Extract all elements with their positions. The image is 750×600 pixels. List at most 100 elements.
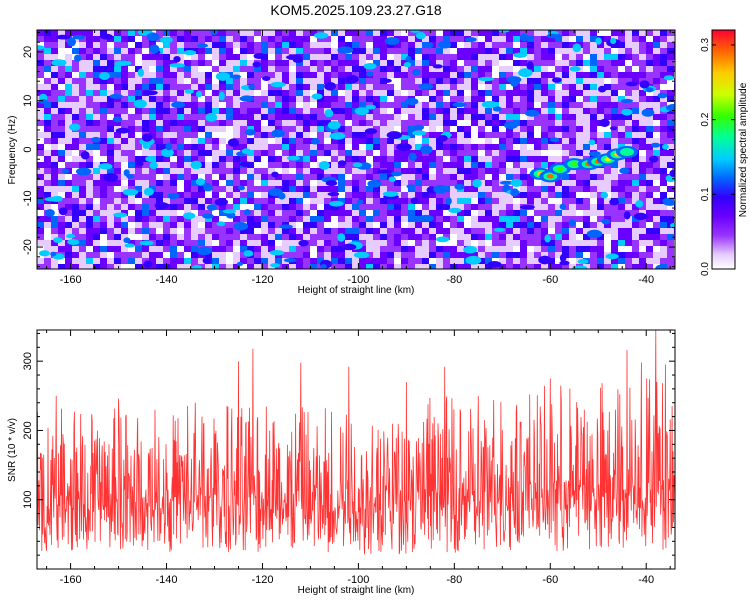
heatmap-cell (226, 252, 234, 259)
heatmap-cell (72, 138, 80, 145)
heatmap-cell (135, 234, 143, 241)
heatmap-speckle (141, 133, 153, 142)
colorbar-tick-label: 0.1 (700, 187, 711, 201)
heatmap-cell (135, 132, 143, 139)
heatmap-speckle (143, 187, 154, 196)
heatmap-cell (303, 126, 311, 133)
heatmap-speckle (226, 211, 236, 219)
heatmap-cell (72, 120, 80, 127)
heatmap-cell (289, 252, 297, 259)
heatmap-cell (191, 174, 199, 181)
heatmap-cell (177, 60, 185, 67)
heatmap-cell (198, 210, 206, 217)
heatmap-cell (226, 192, 234, 199)
heatmap-cell (247, 138, 255, 145)
heatmap-cell (534, 60, 542, 67)
heatmap-cell (653, 126, 661, 133)
heatmap-cell (401, 108, 409, 115)
heatmap-cell (296, 144, 304, 151)
heatmap-cell (373, 258, 381, 265)
heatmap-cell (569, 240, 577, 247)
heatmap-cell (303, 84, 311, 91)
heatmap-cell (492, 30, 500, 37)
heatmap-speckle (559, 253, 567, 263)
heatmap-cell (506, 216, 514, 223)
heatmap-cell (548, 204, 556, 211)
heatmap-cell (632, 198, 640, 205)
heatmap-cell (450, 150, 458, 157)
heatmap-cell (597, 126, 605, 133)
heatmap-cell (520, 42, 528, 49)
heatmap-cell (394, 240, 402, 247)
heatmap-cell (485, 150, 493, 157)
heatmap-cell (415, 168, 423, 175)
heatmap-cell (373, 126, 381, 133)
heatmap-cell (576, 150, 584, 157)
heatmap-cell (37, 54, 45, 61)
heatmap-cell (100, 138, 108, 145)
heatmap-cell (177, 222, 185, 229)
heatmap-cell (562, 114, 570, 121)
heatmap-cell (639, 132, 647, 139)
heatmap-cell (520, 48, 528, 55)
heatmap-cell (219, 162, 227, 169)
heatmap-cell (254, 246, 262, 253)
heatmap-cell (499, 162, 507, 169)
heatmap-cell (289, 144, 297, 151)
heatmap-cell (380, 48, 388, 55)
heatmap-cell (128, 246, 136, 253)
heatmap-cell (121, 144, 129, 151)
heatmap-cell (373, 240, 381, 247)
heatmap-cell (611, 84, 619, 91)
heatmap-cell (583, 150, 591, 157)
heatmap-speckle (609, 198, 620, 206)
heatmap-cell (387, 150, 395, 157)
heatmap-cell (156, 72, 164, 79)
heatmap-cell (149, 132, 157, 139)
heatmap-cell (247, 228, 255, 235)
x-tick-label: -140 (156, 574, 178, 586)
heatmap-cell (583, 108, 591, 115)
heatmap-cell (149, 84, 157, 91)
heatmap-cell (590, 144, 598, 151)
heatmap-cell (275, 204, 283, 211)
heatmap-speckle (663, 75, 675, 81)
heatmap-cell (44, 264, 52, 269)
heatmap-cell (107, 252, 115, 259)
heatmap-cell (331, 96, 339, 103)
heatmap-cell (310, 66, 318, 73)
heatmap-cell (44, 204, 52, 211)
heatmap-cell (394, 96, 402, 103)
heatmap-cell (345, 180, 353, 187)
heatmap-cell (240, 192, 248, 199)
heatmap-cell (408, 138, 416, 145)
heatmap-cell (506, 210, 514, 217)
heatmap-cell (436, 126, 444, 133)
heatmap-cell (562, 138, 570, 145)
heatmap-cell (156, 198, 164, 205)
heatmap-cell (261, 84, 269, 91)
heatmap-cell (457, 36, 465, 43)
heatmap-cell (429, 144, 437, 151)
heatmap-cell (541, 36, 549, 43)
heatmap-cell (534, 126, 542, 133)
heatmap-cell (436, 240, 444, 247)
heatmap-cell (338, 186, 346, 193)
heatmap-cell (415, 204, 423, 211)
heatmap-cell (352, 66, 360, 73)
heatmap-cell (338, 180, 346, 187)
heatmap-cell (646, 96, 654, 103)
heatmap-cell (58, 204, 66, 211)
heatmap-cell (464, 228, 472, 235)
heatmap-cell (422, 258, 430, 265)
heatmap-cell (296, 60, 304, 67)
heatmap-cell (520, 240, 528, 247)
heatmap-cell (548, 96, 556, 103)
heatmap-cell (128, 48, 136, 55)
heatmap-cell (275, 96, 283, 103)
heatmap-cell (233, 258, 241, 265)
heatmap-cell (450, 54, 458, 61)
heatmap-cell (576, 90, 584, 97)
heatmap-cell (338, 192, 346, 199)
heatmap-cell (37, 258, 45, 265)
